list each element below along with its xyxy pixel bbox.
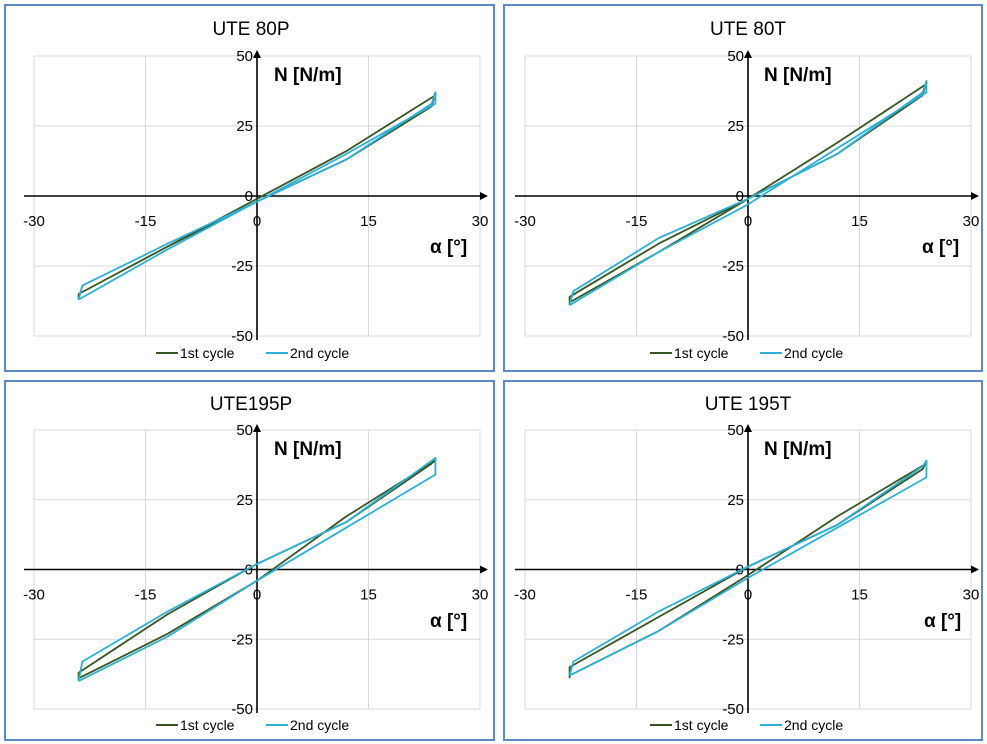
y-tick-label: 50 bbox=[236, 48, 253, 65]
y-tick-label: -25 bbox=[722, 631, 744, 648]
y-axis-arrow bbox=[253, 424, 261, 432]
legend-label: 2nd cycle bbox=[290, 345, 349, 361]
y-axis-arrow bbox=[744, 424, 752, 432]
x-tick-label: -15 bbox=[135, 587, 157, 604]
y-tick-label: 25 bbox=[727, 118, 744, 135]
chart-title: UTE 80P bbox=[212, 19, 289, 40]
y-tick-label: -25 bbox=[231, 631, 253, 648]
y-tick-label: 25 bbox=[236, 492, 253, 509]
y-axis-label: N [N/m] bbox=[764, 65, 832, 86]
y-tick-label: -25 bbox=[722, 258, 744, 275]
x-axis-label: α [°] bbox=[430, 611, 467, 632]
series-line bbox=[568, 80, 928, 306]
x-axis-label: α [°] bbox=[924, 611, 961, 632]
series-line bbox=[77, 91, 437, 301]
x-tick-label: -30 bbox=[23, 213, 45, 230]
y-tick-label: 50 bbox=[727, 422, 744, 439]
chart-title: UTE195P bbox=[210, 394, 292, 415]
y-tick-label: -50 bbox=[231, 328, 253, 345]
chart-panel-1: UTE 80P -30 -15 0 15 30 50 25 0 -25 -50 1st cycle 2… bbox=[4, 4, 495, 372]
y-tick-label: 25 bbox=[236, 118, 253, 135]
y-tick-label: 25 bbox=[727, 492, 744, 509]
x-tick-label: 0 bbox=[253, 587, 261, 604]
x-tick-label: 15 bbox=[851, 213, 868, 230]
legend-label: 1st cycle bbox=[674, 345, 729, 361]
x-axis-arrow bbox=[971, 192, 979, 200]
x-tick-label: -15 bbox=[135, 213, 157, 230]
x-tick-label: -30 bbox=[23, 587, 45, 604]
series-line bbox=[77, 457, 437, 682]
x-axis-label: α [°] bbox=[922, 237, 959, 258]
y-tick-label: -50 bbox=[722, 701, 744, 718]
x-axis-arrow bbox=[480, 565, 488, 574]
x-axis-arrow bbox=[971, 565, 979, 574]
legend-label: 1st cycle bbox=[180, 717, 235, 733]
chart-title: UTE 195T bbox=[705, 394, 792, 415]
x-axis-label: α [°] bbox=[430, 237, 467, 258]
series-line bbox=[568, 459, 928, 677]
chart-panel-3: UTE195P -30 -15 0 15 30 50 25 0 -25 -50 1st cycle 2… bbox=[4, 380, 495, 741]
y-axis-label: N [N/m] bbox=[764, 439, 832, 460]
x-tick-label: -15 bbox=[626, 587, 648, 604]
x-tick-label: 0 bbox=[253, 213, 261, 230]
y-axis-label: N [N/m] bbox=[274, 65, 342, 86]
y-tick-label: -25 bbox=[231, 258, 253, 275]
x-tick-label: -15 bbox=[626, 213, 648, 230]
x-tick-label: 15 bbox=[851, 587, 868, 604]
x-axis-arrow bbox=[480, 192, 488, 200]
legend-label: 1st cycle bbox=[674, 717, 729, 733]
y-tick-label: 50 bbox=[727, 48, 744, 65]
chart-panel-4: UTE 195T -30 -15 0 15 30 50 25 0 -25 -50 1st cycle… bbox=[503, 380, 983, 741]
x-tick-label: 15 bbox=[360, 213, 377, 230]
legend-label: 2nd cycle bbox=[290, 717, 349, 733]
y-axis-label: N [N/m] bbox=[274, 439, 342, 460]
chart-title: UTE 80T bbox=[710, 19, 786, 40]
legend-label: 1st cycle bbox=[180, 345, 235, 361]
y-tick-label: 50 bbox=[236, 422, 253, 439]
y-tick-label: -50 bbox=[231, 701, 253, 718]
legend-label: 2nd cycle bbox=[784, 717, 843, 733]
x-tick-label: 30 bbox=[472, 587, 489, 604]
x-tick-label: 0 bbox=[744, 213, 752, 230]
y-tick-label: 0 bbox=[245, 188, 253, 205]
x-tick-label: -30 bbox=[514, 587, 536, 604]
x-tick-label: 30 bbox=[963, 213, 980, 230]
y-axis-arrow bbox=[744, 50, 752, 58]
x-tick-label: 15 bbox=[360, 587, 377, 604]
y-tick-label: 0 bbox=[245, 562, 253, 579]
x-tick-label: 30 bbox=[472, 213, 489, 230]
x-tick-label: 0 bbox=[744, 587, 752, 604]
y-axis-arrow bbox=[253, 50, 261, 58]
x-tick-label: 30 bbox=[963, 587, 980, 604]
y-tick-label: -50 bbox=[722, 328, 744, 345]
x-tick-label: -30 bbox=[514, 213, 536, 230]
y-tick-label: 0 bbox=[736, 188, 744, 205]
chart-panel-2: UTE 80T -30 -15 0 15 30 50 25 0 -25 -50 1st cycle 2… bbox=[503, 4, 983, 372]
legend-label: 2nd cycle bbox=[784, 345, 843, 361]
